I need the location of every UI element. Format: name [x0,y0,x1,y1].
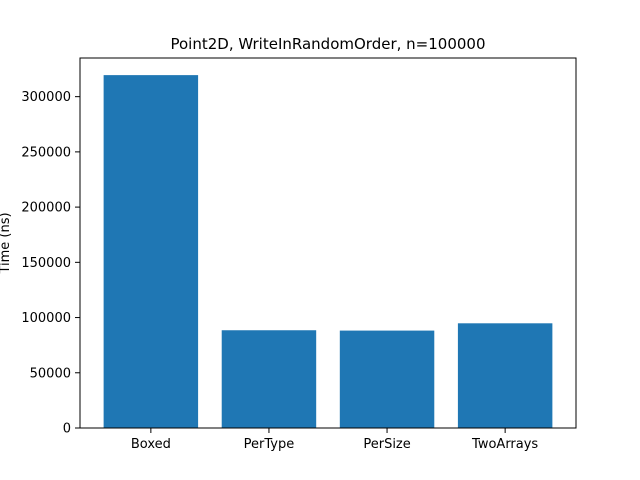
x-tick-label: TwoArrays [471,437,538,452]
y-tick-label: 100000 [21,311,71,326]
bar-pertype [221,330,317,428]
x-tick-label: PerType [244,437,295,452]
ticks-layer: Boxed PerType PerSize TwoArrays 0 50000 100000… [21,90,538,452]
bars-layer [103,75,553,429]
bar-twoarrays [457,323,553,428]
y-tick-label: 50000 [30,366,71,381]
y-tick-label: 150000 [21,256,71,271]
x-tick-label: Boxed [131,437,171,452]
bar-persize [339,330,435,428]
y-tick-label: 200000 [21,201,71,216]
x-tick-label: PerSize [363,437,410,452]
y-tick-label: 0 [63,422,71,437]
y-tick-label: 250000 [21,145,71,160]
y-tick-label: 300000 [21,90,71,105]
chart-title: Point2D, WriteInRandomOrder, n=100000 [170,35,485,53]
plot-frame [79,57,577,429]
bar-boxed [103,75,199,429]
y-axis-label: Time (ns) [0,212,13,274]
